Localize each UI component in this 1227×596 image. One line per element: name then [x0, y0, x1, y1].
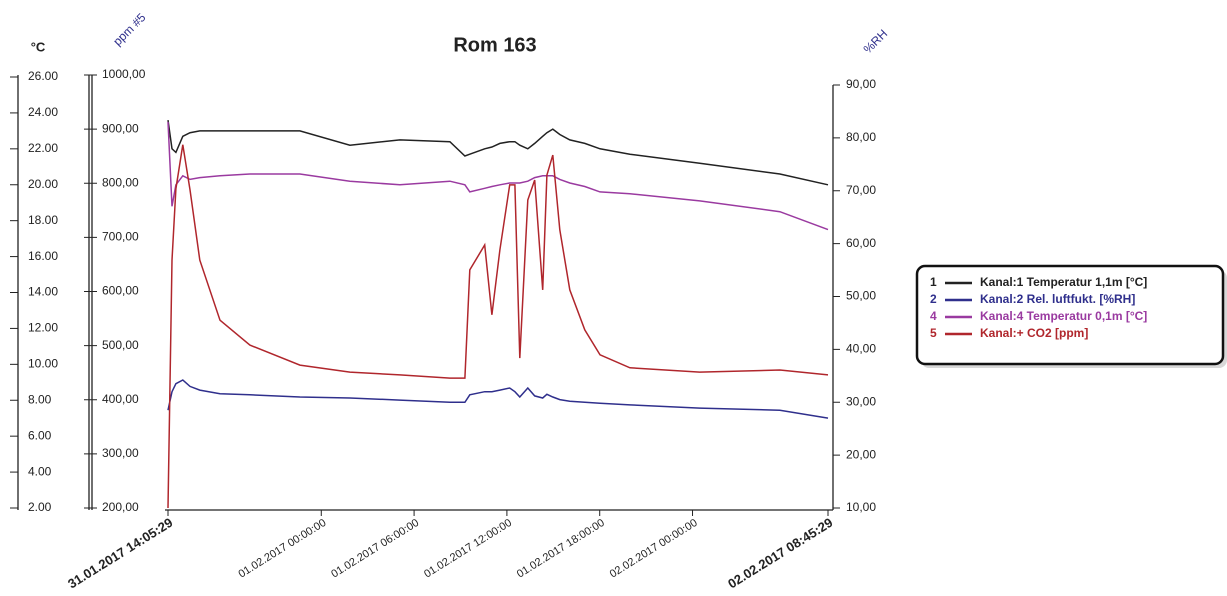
legend-label: Kanal:+ CO2 [ppm]	[980, 326, 1088, 340]
x-tick-label: 01.02.2017 06:00:00	[329, 517, 421, 581]
x-tick-label: 01.02.2017 12:00:00	[422, 517, 514, 581]
y-tick-label: 2.00	[28, 500, 52, 514]
y2-tick-label: 50,00	[846, 289, 876, 303]
y3-tick-label: 700,00	[102, 230, 139, 244]
y-tick-label: 22.00	[28, 141, 58, 155]
y-tick-label: 6.00	[28, 428, 52, 442]
y-tick-label: 24.00	[28, 105, 58, 119]
y2-tick-label: 90,00	[846, 77, 876, 91]
y3-tick-label: 200,00	[102, 500, 139, 514]
y-tick-label: 20.00	[28, 177, 58, 191]
y3-tick-label: 500,00	[102, 338, 139, 352]
y3-tick-label: 1000,00	[102, 67, 146, 81]
y3-tick-label: 400,00	[102, 392, 139, 406]
x-tick-label: 01.02.2017 18:00:00	[515, 517, 607, 581]
y-tick-label: 14.00	[28, 285, 58, 299]
y2-axis-title: %RH	[861, 27, 891, 57]
y-tick-label: 26.00	[28, 69, 58, 83]
y2-tick-label: 40,00	[846, 342, 876, 356]
legend-channel: 2	[930, 292, 937, 306]
y-tick-label: 4.00	[28, 464, 52, 478]
legend-label: Kanal:4 Temperatur 0,1m [°C]	[980, 309, 1147, 323]
series-line	[167, 379, 829, 419]
y3-tick-label: 300,00	[102, 446, 139, 460]
y3-tick-label: 600,00	[102, 284, 139, 298]
y2-tick-label: 10,00	[846, 500, 876, 514]
chart-title: Rom 163	[453, 34, 536, 56]
x-tick-label: 01.02.2017 00:00:00	[236, 517, 328, 581]
y2-tick-label: 60,00	[846, 236, 876, 250]
legend-channel: 4	[930, 309, 937, 323]
series-line	[167, 121, 829, 231]
y3-tick-label: 800,00	[102, 175, 139, 189]
y2-tick-label: 80,00	[846, 130, 876, 144]
y-tick-label: 12.00	[28, 321, 58, 335]
series-line	[167, 144, 829, 509]
legend-label: Kanal:2 Rel. luftfukt. [%RH]	[980, 292, 1135, 306]
legend-channel: 5	[930, 326, 937, 340]
y3-tick-label: 900,00	[102, 121, 139, 135]
x-tick-label: 31.01.2017 14:05:29	[65, 515, 175, 592]
y2-tick-label: 20,00	[846, 447, 876, 461]
y-tick-label: 16.00	[28, 249, 58, 263]
x-tick-label: 02.02.2017 00:00:00	[608, 517, 700, 581]
y-tick-label: 8.00	[28, 392, 52, 406]
legend-label: Kanal:1 Temperatur 1,1m [°C]	[980, 275, 1147, 289]
y-tick-label: 18.00	[28, 213, 58, 227]
y2-tick-label: 70,00	[846, 183, 876, 197]
x-tick-label: 02.02.2017 08:45:29	[725, 515, 835, 592]
legend-channel: 1	[930, 275, 937, 289]
y-axis-title: °C	[31, 39, 46, 54]
y2-tick-label: 30,00	[846, 394, 876, 408]
series-line	[167, 119, 829, 186]
y-tick-label: 10.00	[28, 357, 58, 371]
legend	[915, 264, 1225, 366]
y3-axis-title: ppm #5	[110, 10, 148, 48]
